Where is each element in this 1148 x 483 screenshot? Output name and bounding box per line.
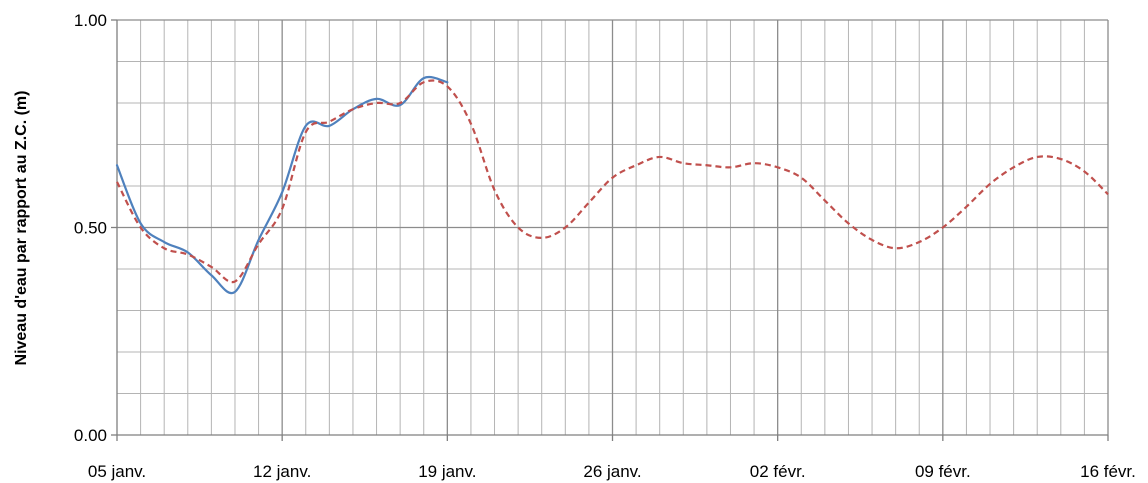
dashed-series-line (116, 79, 1109, 284)
x-tick-label: 12 janv. (253, 462, 311, 481)
y-axis-tick-labels: 0.00 0.50 1.00 (74, 11, 107, 445)
x-tick-label: 19 janv. (418, 462, 476, 481)
x-tick-label: 02 févr. (750, 462, 806, 481)
major-grid (117, 19, 1109, 435)
series-layer (115, 75, 1109, 295)
y-tick-label: 1.00 (74, 11, 107, 30)
y-tick-label: 0.50 (74, 219, 107, 238)
axes (111, 19, 1109, 441)
x-tick-label: 26 janv. (583, 462, 641, 481)
x-tick-label: 09 févr. (915, 462, 971, 481)
y-tick-label: 0.00 (74, 426, 107, 445)
x-tick-label: 16 févr. (1080, 462, 1136, 481)
y-axis-label: Niveau d'eau par rapport au Z.C. (m) (13, 91, 30, 366)
x-axis-tick-labels: 05 janv. 12 janv. 19 janv. 26 janv. 02 févr.… (88, 462, 1136, 481)
x-tick-label: 05 janv. (88, 462, 146, 481)
